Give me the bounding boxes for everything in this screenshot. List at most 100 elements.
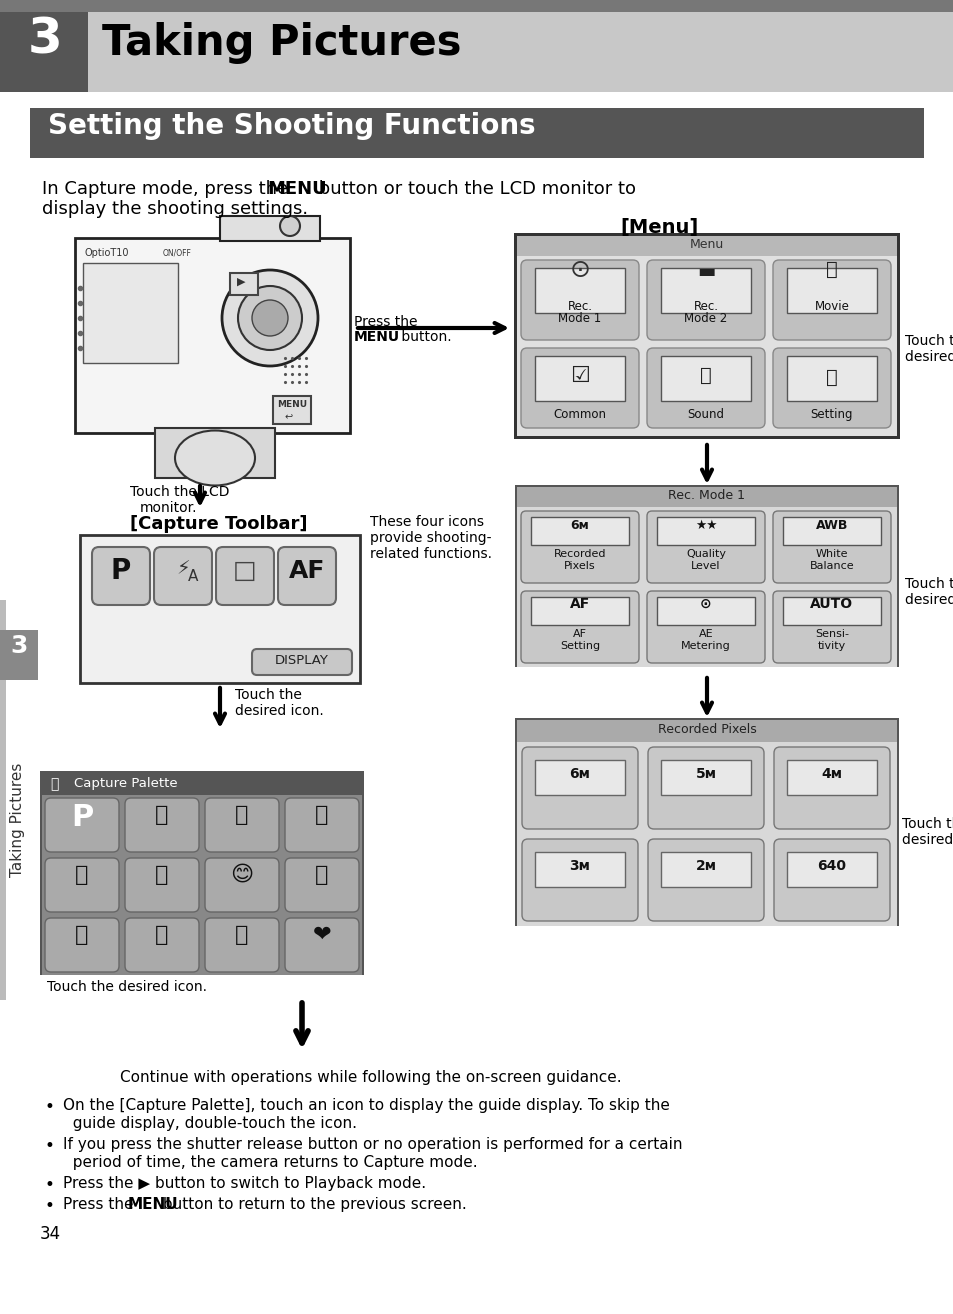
FancyBboxPatch shape xyxy=(520,260,639,340)
FancyBboxPatch shape xyxy=(45,798,119,851)
Text: button to return to the previous screen.: button to return to the previous screen. xyxy=(158,1197,466,1212)
Bar xyxy=(782,516,880,545)
Text: AF: AF xyxy=(569,597,590,611)
Bar xyxy=(514,233,899,439)
Bar xyxy=(0,12,953,92)
Bar xyxy=(0,0,953,12)
Text: Setting: Setting xyxy=(559,641,599,650)
Text: MENU: MENU xyxy=(276,399,307,409)
Text: 📷: 📷 xyxy=(50,777,58,791)
Text: Pixels: Pixels xyxy=(563,561,596,572)
FancyBboxPatch shape xyxy=(153,547,212,604)
FancyBboxPatch shape xyxy=(646,591,764,664)
FancyBboxPatch shape xyxy=(772,260,890,340)
FancyBboxPatch shape xyxy=(520,511,639,583)
Text: 3м: 3м xyxy=(569,859,590,872)
Bar xyxy=(517,237,896,436)
Text: 👥: 👥 xyxy=(235,805,249,825)
Bar xyxy=(75,238,350,434)
FancyBboxPatch shape xyxy=(772,348,890,428)
Bar xyxy=(657,516,754,545)
Bar xyxy=(0,12,88,92)
Text: •: • xyxy=(45,1197,55,1215)
FancyBboxPatch shape xyxy=(772,591,890,664)
FancyBboxPatch shape xyxy=(773,746,889,829)
FancyBboxPatch shape xyxy=(285,858,358,912)
Text: 📞: 📞 xyxy=(155,805,169,825)
Text: On the [Capture Palette], touch an icon to display the guide display. To skip th: On the [Capture Palette], touch an icon … xyxy=(63,1099,669,1113)
Bar xyxy=(515,485,898,668)
FancyBboxPatch shape xyxy=(45,918,119,972)
Text: 🌄: 🌄 xyxy=(75,865,89,886)
Text: Rec. Mode 1: Rec. Mode 1 xyxy=(668,489,744,502)
Circle shape xyxy=(252,300,288,336)
Text: P: P xyxy=(111,557,131,585)
Text: 🎤: 🎤 xyxy=(315,805,329,825)
FancyBboxPatch shape xyxy=(205,918,278,972)
Text: In Capture mode, press the: In Capture mode, press the xyxy=(42,180,294,198)
Bar xyxy=(660,268,750,313)
Text: Mode 2: Mode 2 xyxy=(683,311,727,325)
Text: ❤: ❤ xyxy=(313,925,331,945)
Text: Taking Pictures: Taking Pictures xyxy=(102,22,461,64)
Bar xyxy=(517,487,896,507)
Bar xyxy=(42,773,361,975)
Text: monitor.: monitor. xyxy=(140,501,197,515)
Text: AE: AE xyxy=(698,629,713,639)
Text: 640: 640 xyxy=(817,859,845,872)
Text: MENU: MENU xyxy=(128,1197,178,1212)
FancyBboxPatch shape xyxy=(772,511,890,583)
Text: provide shooting-: provide shooting- xyxy=(370,531,491,545)
Bar xyxy=(230,273,257,296)
FancyBboxPatch shape xyxy=(277,547,335,604)
Text: Setting: Setting xyxy=(810,409,852,420)
Text: ★★: ★★ xyxy=(694,519,717,532)
Text: Rec.: Rec. xyxy=(567,300,592,313)
Text: ▬: ▬ xyxy=(696,261,715,281)
Text: Recorded Pixels: Recorded Pixels xyxy=(657,723,756,736)
Text: 6м: 6м xyxy=(570,519,589,532)
Text: desired icon.: desired icon. xyxy=(904,593,953,607)
Text: Quality: Quality xyxy=(685,549,725,558)
Text: 🎥: 🎥 xyxy=(825,260,837,279)
FancyBboxPatch shape xyxy=(45,858,119,912)
Text: AF: AF xyxy=(289,558,325,583)
FancyBboxPatch shape xyxy=(205,858,278,912)
Bar xyxy=(83,263,178,363)
Text: ON/OFF: ON/OFF xyxy=(163,248,192,258)
Text: Taking Pictures: Taking Pictures xyxy=(10,763,26,878)
Bar xyxy=(531,597,628,625)
FancyBboxPatch shape xyxy=(647,840,763,921)
Bar xyxy=(0,600,6,1000)
Text: 34: 34 xyxy=(40,1225,61,1243)
FancyBboxPatch shape xyxy=(521,746,638,829)
FancyBboxPatch shape xyxy=(205,798,278,851)
Text: 🍽: 🍽 xyxy=(235,925,249,945)
Text: 3: 3 xyxy=(10,633,28,658)
Bar xyxy=(786,356,876,401)
Text: Touch the: Touch the xyxy=(904,334,953,348)
Text: Press the: Press the xyxy=(354,315,417,328)
Text: If you press the shutter release button or no operation is performed for a certa: If you press the shutter release button … xyxy=(63,1137,681,1152)
Bar xyxy=(660,356,750,401)
Text: AF: AF xyxy=(573,629,586,639)
Text: Balance: Balance xyxy=(809,561,854,572)
FancyBboxPatch shape xyxy=(252,649,352,675)
Text: 5м: 5м xyxy=(695,767,716,781)
Bar xyxy=(517,237,896,256)
Bar xyxy=(535,268,624,313)
Bar xyxy=(517,487,896,668)
Bar xyxy=(517,720,896,926)
Text: AUTO: AUTO xyxy=(810,597,853,611)
Text: ↩: ↩ xyxy=(285,413,293,422)
Circle shape xyxy=(237,286,302,350)
FancyBboxPatch shape xyxy=(647,746,763,829)
Bar xyxy=(40,771,364,975)
Text: •: • xyxy=(45,1137,55,1155)
Text: 6м: 6м xyxy=(569,767,590,781)
Text: Recorded: Recorded xyxy=(553,549,605,558)
Text: 🐶: 🐶 xyxy=(155,925,169,945)
Bar xyxy=(786,851,876,887)
Text: A: A xyxy=(188,569,198,583)
Text: ⚡: ⚡ xyxy=(176,558,190,578)
